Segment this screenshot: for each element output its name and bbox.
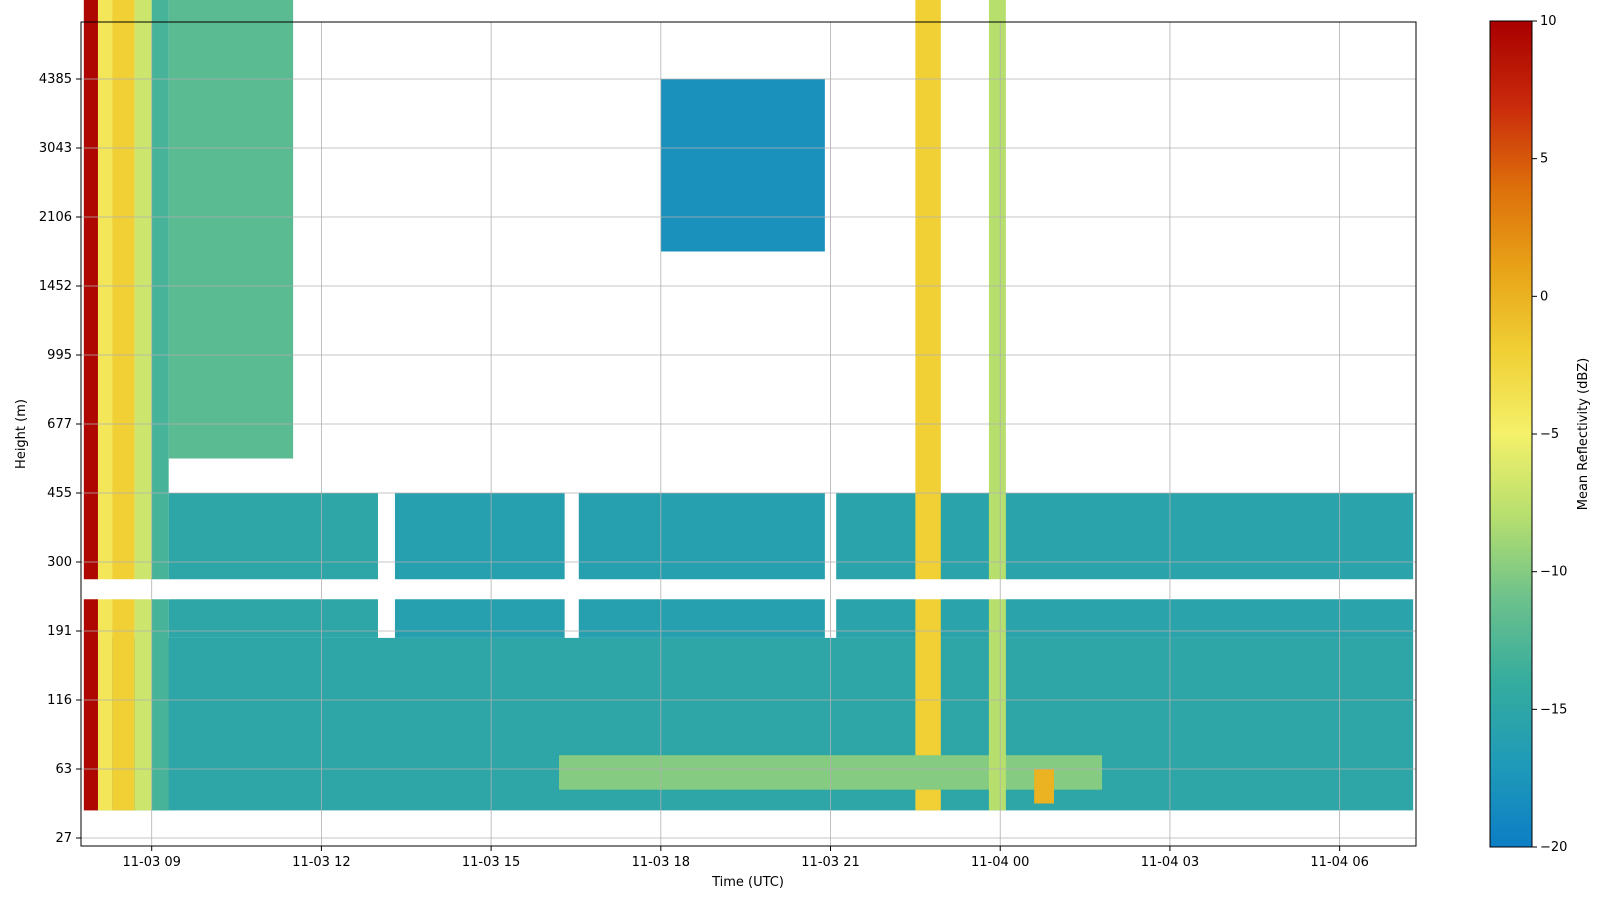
heatmap-cell — [394, 493, 565, 638]
y-tick-label: 3043 — [39, 141, 72, 156]
colorbar-tick-label: −15 — [1540, 702, 1567, 717]
x-tick-label: 11-03 12 — [292, 855, 350, 870]
x-tick-label: 11-03 21 — [801, 855, 859, 870]
heatmap-cell — [112, 0, 135, 811]
colorbar-tick-label: 5 — [1540, 152, 1548, 167]
heatmap-cells — [81, 0, 1416, 811]
y-tick-label: 455 — [47, 486, 72, 501]
y-tick-label: 191 — [47, 624, 72, 639]
heatmap-cell — [915, 0, 941, 811]
x-tick-label: 11-03 15 — [462, 855, 520, 870]
colorbar-tick-label: −10 — [1540, 565, 1567, 580]
heatmap-cell — [151, 0, 169, 811]
x-tick-label: 11-03 09 — [122, 855, 180, 870]
heatmap-cell — [83, 0, 98, 811]
x-axis-label: Time (UTC) — [711, 875, 784, 890]
y-tick-label: 1452 — [39, 279, 72, 294]
grid — [81, 22, 1416, 846]
x-tick-label: 11-03 18 — [632, 855, 690, 870]
colorbar-tick-label: 10 — [1540, 14, 1557, 29]
x-axis-ticks: 11-03 09 11-03 12 11-03 15 11-03 18 11-03 21… — [122, 846, 1369, 870]
heatmap-cell — [1034, 769, 1054, 804]
x-tick-label: 11-04 00 — [971, 855, 1029, 870]
x-tick-label: 11-04 06 — [1310, 855, 1368, 870]
y-tick-label: 677 — [47, 417, 72, 432]
heatmap-cell — [988, 0, 1006, 811]
heatmap-cell — [97, 0, 113, 811]
heatmap-cell — [134, 0, 152, 811]
plot-frame — [80, 21, 1417, 847]
y-tick-label: 995 — [47, 348, 72, 363]
x-tick-label: 11-04 03 — [1141, 855, 1199, 870]
colorbar — [1489, 20, 1533, 848]
y-axis-ticks: 27 63 116 191 300 455 677 995 1452 2106 3043 4385 — [39, 72, 81, 846]
y-tick-label: 4385 — [39, 72, 72, 87]
heatmap-cell — [578, 493, 825, 638]
y-tick-label: 2106 — [39, 210, 72, 225]
y-tick-label: 300 — [47, 555, 72, 570]
colorbar-ticks: 10 5 0 −5 −10 −15 −20 — [1532, 14, 1567, 855]
colorbar-tick-label: 0 — [1540, 289, 1548, 304]
y-axis-label: Height (m) — [14, 399, 29, 469]
heatmap-cell — [168, 493, 378, 638]
data-gap-band — [81, 579, 1416, 600]
colorbar-tick-label: −5 — [1540, 427, 1559, 442]
colorbar-label: Mean Reflectivity (dBZ) — [1576, 358, 1591, 511]
y-tick-label: 116 — [47, 693, 72, 708]
heatmap-cell — [660, 79, 825, 252]
y-tick-label: 27 — [55, 831, 72, 846]
colorbar-tick-label: −20 — [1540, 840, 1567, 855]
heatmap-cell — [168, 0, 294, 459]
y-tick-label: 63 — [55, 762, 72, 777]
